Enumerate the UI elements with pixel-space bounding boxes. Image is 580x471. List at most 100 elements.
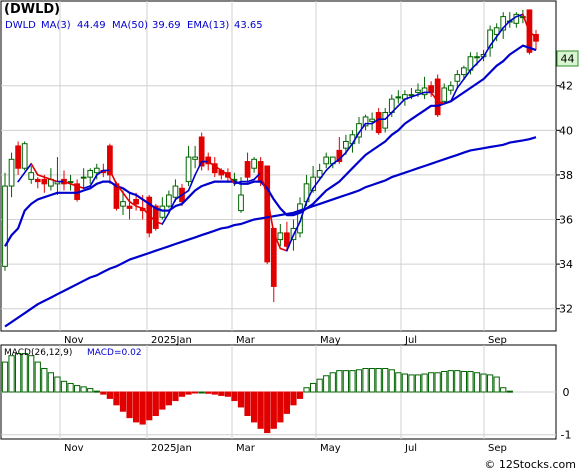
macd-bar-positive xyxy=(14,353,22,393)
macd-bar-positive xyxy=(342,370,350,393)
price-grid xyxy=(1,1,556,331)
legend-value-ma3: 44.49 xyxy=(77,20,106,31)
ma3-line-segment xyxy=(312,178,321,190)
macd-x-tick-label: Jul xyxy=(404,443,417,454)
ma3-line-segment xyxy=(449,87,459,103)
candle-down xyxy=(244,161,251,178)
ma3-line-segment xyxy=(154,220,164,225)
macd-x-tick-label: Sep xyxy=(488,443,507,454)
macd-bar-negative xyxy=(165,391,173,406)
ma3-line-segment xyxy=(220,169,229,176)
macd-bar-positive xyxy=(303,387,310,393)
macd-bar-positive xyxy=(421,373,428,393)
candle-up xyxy=(238,194,244,212)
y-tick-label: 40 xyxy=(559,124,573,137)
candle-up xyxy=(277,232,284,241)
legend-item-dwld: DWLD xyxy=(5,20,36,31)
macd-bar-positive xyxy=(500,387,507,393)
macd-bar-positive xyxy=(323,375,330,393)
legend: DWLD MA(3) 44.49 MA(50) 39.69 EMA(13) 43… xyxy=(5,20,263,31)
macd-y-tick-label: -1 xyxy=(561,429,572,442)
ma3-line-segment xyxy=(23,162,33,174)
macd-bar-negative xyxy=(257,391,264,429)
candle-down xyxy=(15,145,21,169)
candle-down xyxy=(126,205,133,209)
ma3-line-segment xyxy=(213,165,223,172)
macd-bar-positive xyxy=(447,370,454,393)
candle-up xyxy=(382,111,389,129)
ma3-line-segment xyxy=(246,178,255,183)
macd-bar-positive xyxy=(54,376,61,393)
ma3-line-segment xyxy=(109,169,118,185)
macd-bar-negative xyxy=(152,391,159,416)
macd-bar-positive xyxy=(395,372,402,393)
ma3-line-segment xyxy=(122,191,131,203)
ma3-line-segment xyxy=(325,162,334,172)
ma3-line-segment xyxy=(194,160,203,176)
ma3-line-segment xyxy=(417,91,426,96)
macd-bar-positive xyxy=(316,378,323,393)
candle-up xyxy=(461,67,467,76)
macd-bar-negative xyxy=(126,391,133,419)
candle-down xyxy=(284,232,290,247)
ma3-line-segment xyxy=(63,180,72,185)
macd-x-tick-label: May xyxy=(320,443,341,454)
macd-bar-negative xyxy=(119,391,127,412)
candle-up xyxy=(421,87,428,96)
ma3-line-segment xyxy=(69,183,78,187)
macd-x-tick-label: 2025Jan xyxy=(151,443,192,454)
watermark: © 12Stocks.com xyxy=(484,458,576,471)
moving-average-lines xyxy=(4,13,537,328)
candle-up xyxy=(8,158,15,187)
ma3-line-segment xyxy=(95,169,105,176)
candle-up xyxy=(323,156,330,165)
candle-up xyxy=(231,178,238,181)
macd-bar-negative xyxy=(191,391,199,394)
macd-x-axis: Nov 2025Jan Mar May Jul Sep xyxy=(64,443,507,454)
ma3-line-segment xyxy=(515,13,524,18)
macd-x-tick-label: Mar xyxy=(236,443,256,454)
macd-bar-negative xyxy=(283,391,291,414)
macd-bar-negative xyxy=(224,391,232,397)
candle-down xyxy=(133,198,139,205)
macd-bar-negative xyxy=(139,391,146,425)
legend-value-ma50: 39.69 xyxy=(152,20,181,31)
macd-bar-positive xyxy=(1,361,9,393)
candle-down xyxy=(428,85,434,93)
candle-up xyxy=(454,74,461,82)
candle-down xyxy=(375,111,382,134)
ma3-line-segment xyxy=(36,174,46,178)
macd-bar-positive xyxy=(427,372,435,393)
candle-down xyxy=(107,145,113,176)
macd-bar-negative xyxy=(250,391,258,423)
ma3-line-segment xyxy=(266,196,275,234)
macd-bar-positive xyxy=(460,370,468,393)
ma3-line-segment xyxy=(397,98,406,107)
candle-up xyxy=(192,156,198,160)
macd-bar-positive xyxy=(454,370,461,393)
candle-up xyxy=(474,56,480,59)
candle-up xyxy=(343,140,349,149)
candle-up xyxy=(362,116,369,127)
macd-bar-positive xyxy=(73,385,81,393)
candle-down xyxy=(152,205,159,229)
ticker-title: (DWLD) xyxy=(4,2,60,17)
macd-title: MACD(26,12,9) xyxy=(4,348,72,358)
ma3-line-segment xyxy=(404,96,413,100)
macd-bar-positive xyxy=(493,376,500,393)
candle-up xyxy=(120,201,126,207)
ma3-line-segment xyxy=(259,171,269,199)
macd-bar-positive xyxy=(355,369,363,393)
ma3-line-segment xyxy=(89,174,98,187)
macd-bar-positive xyxy=(329,372,336,393)
candle-up xyxy=(172,185,179,198)
macd-bar-positive xyxy=(408,374,415,393)
candle-down xyxy=(434,78,441,116)
macd-bar-positive xyxy=(28,355,35,393)
candle-down xyxy=(205,156,212,165)
macd-bar-positive xyxy=(80,386,87,393)
macd-bar-positive xyxy=(41,368,48,393)
ma3-line-segment xyxy=(430,91,439,103)
macd-bar-positive xyxy=(506,390,513,393)
candle-up xyxy=(87,169,94,178)
